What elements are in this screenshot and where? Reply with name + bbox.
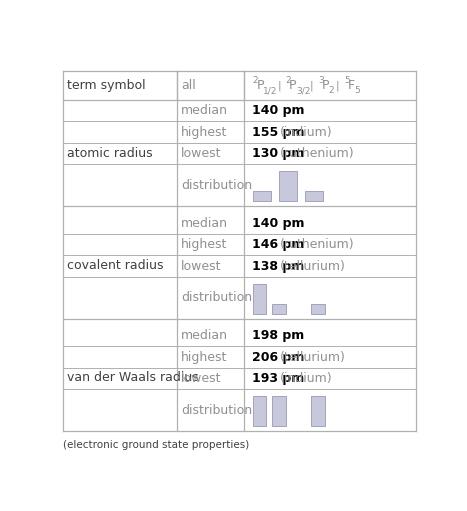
Bar bbox=[305, 191, 323, 201]
Text: 130 pm: 130 pm bbox=[252, 147, 304, 160]
Bar bbox=[253, 191, 271, 201]
Text: 206 pm: 206 pm bbox=[252, 351, 304, 363]
Text: van der Waals radius: van der Waals radius bbox=[67, 371, 199, 384]
Text: 2: 2 bbox=[253, 76, 258, 85]
Bar bbox=[272, 304, 286, 314]
Text: atomic radius: atomic radius bbox=[67, 147, 153, 159]
Text: highest: highest bbox=[181, 126, 227, 138]
Text: 198 pm: 198 pm bbox=[252, 329, 304, 342]
Text: distribution: distribution bbox=[181, 291, 252, 305]
Text: median: median bbox=[181, 104, 228, 117]
Text: (ruthenium): (ruthenium) bbox=[280, 238, 354, 251]
Text: lowest: lowest bbox=[181, 260, 221, 273]
Text: |: | bbox=[336, 80, 340, 91]
Text: term symbol: term symbol bbox=[67, 79, 146, 92]
Text: all: all bbox=[181, 79, 196, 92]
Bar bbox=[253, 396, 266, 426]
Text: 3: 3 bbox=[318, 76, 324, 85]
Text: 2: 2 bbox=[328, 86, 334, 95]
Text: (electronic ground state properties): (electronic ground state properties) bbox=[63, 440, 249, 450]
Text: |: | bbox=[310, 80, 313, 91]
Text: 1/2: 1/2 bbox=[263, 86, 277, 95]
Bar bbox=[279, 171, 297, 201]
Text: distribution: distribution bbox=[181, 404, 252, 417]
Text: 2: 2 bbox=[285, 76, 291, 85]
Text: (tellurium): (tellurium) bbox=[280, 260, 346, 273]
Text: (indium): (indium) bbox=[280, 126, 333, 138]
Text: 140 pm: 140 pm bbox=[252, 217, 304, 229]
Text: 5: 5 bbox=[344, 76, 350, 85]
Text: highest: highest bbox=[181, 238, 227, 251]
Text: covalent radius: covalent radius bbox=[67, 259, 163, 272]
Text: distribution: distribution bbox=[181, 179, 252, 192]
Text: |: | bbox=[277, 80, 281, 91]
Text: median: median bbox=[181, 217, 228, 229]
Text: 146 pm: 146 pm bbox=[252, 238, 304, 251]
Text: lowest: lowest bbox=[181, 372, 221, 385]
Text: P: P bbox=[289, 79, 297, 92]
Text: P: P bbox=[321, 79, 329, 92]
Text: F: F bbox=[347, 79, 354, 92]
Text: 155 pm: 155 pm bbox=[252, 126, 304, 138]
Text: median: median bbox=[181, 329, 228, 342]
Text: P: P bbox=[256, 79, 264, 92]
Text: 193 pm: 193 pm bbox=[252, 372, 304, 385]
Text: 5: 5 bbox=[354, 86, 360, 95]
Text: lowest: lowest bbox=[181, 147, 221, 160]
Bar bbox=[272, 396, 286, 426]
Text: (indium): (indium) bbox=[280, 372, 333, 385]
Text: 140 pm: 140 pm bbox=[252, 104, 304, 117]
Text: 138 pm: 138 pm bbox=[252, 260, 304, 273]
Bar bbox=[311, 396, 325, 426]
Bar bbox=[311, 304, 325, 314]
Text: highest: highest bbox=[181, 351, 227, 363]
Text: 3/2: 3/2 bbox=[296, 86, 310, 95]
Bar bbox=[253, 284, 266, 314]
Text: (tellurium): (tellurium) bbox=[280, 351, 346, 363]
Text: (ruthenium): (ruthenium) bbox=[280, 147, 354, 160]
